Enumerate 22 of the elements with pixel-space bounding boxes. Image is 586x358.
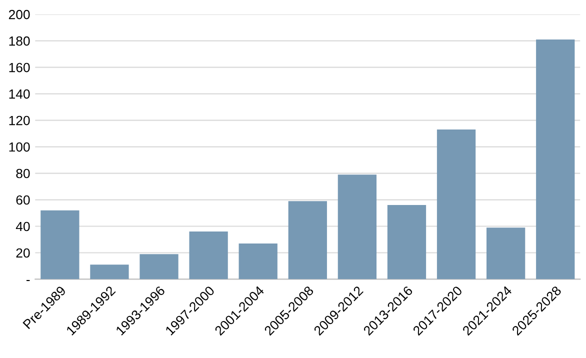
bar — [387, 205, 426, 280]
y-tick-label: 140 — [9, 89, 30, 99]
y-tick-label: 120 — [9, 116, 30, 126]
y-tick-label: 100 — [9, 142, 30, 152]
y-tick-label: 200 — [8, 10, 30, 20]
y-tick-label: - — [26, 280, 30, 282]
bar — [140, 254, 178, 280]
bar — [189, 232, 228, 280]
y-tick-label: 20 — [16, 248, 30, 258]
y-tick-label: 60 — [16, 195, 30, 205]
y-tick-label: 80 — [16, 168, 30, 178]
bar — [238, 243, 278, 280]
bar — [536, 39, 575, 280]
y-tick-label: 40 — [16, 222, 30, 232]
y-tick-label: 180 — [9, 36, 30, 46]
bar — [486, 228, 526, 280]
bar — [436, 130, 476, 280]
bar — [90, 264, 129, 280]
bar — [338, 174, 377, 280]
bar — [40, 210, 80, 280]
y-tick-label: 160 — [9, 62, 30, 72]
bar — [288, 201, 327, 280]
